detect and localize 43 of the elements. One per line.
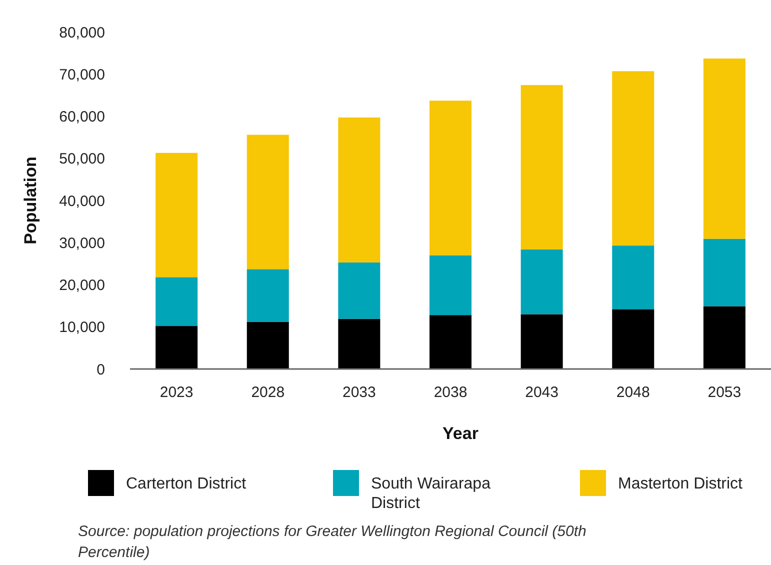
bar [338,262,380,319]
legend-label: Carterton District [126,476,247,493]
source-note: Source: population projections for Greater Wellington Regional Council (50th Percentile) [78,523,586,561]
bar [612,246,654,310]
y-tick-label: 80,000 [59,24,105,42]
bar [612,71,654,246]
bar [338,318,380,369]
bar [430,100,472,256]
bar [612,309,654,369]
y-tick-label: 40,000 [59,192,105,210]
bar [246,134,289,270]
bar [246,322,289,369]
y-tick-label: 60,000 [59,108,105,126]
bar [156,152,198,278]
bar [156,326,198,369]
x-tick-label: 2048 [616,384,650,401]
x-tick-label: 2033 [342,384,376,401]
bar [520,85,563,250]
y-tick-label: 10,000 [59,319,105,336]
legend-label: South Wairarapa District [371,476,491,512]
x-tick-label: 2038 [434,384,468,401]
bar [430,255,472,316]
bar [703,238,746,306]
bar [703,306,746,369]
y-tick-label: 20,000 [59,277,105,294]
x-tick-label: 2028 [251,384,285,401]
bar [520,249,563,314]
x-tick-label: 2043 [525,384,558,401]
y-tick-label: 0 [96,361,105,378]
y-tick-label: 30,000 [59,234,105,252]
bar [246,269,289,322]
bar [520,314,563,369]
y-axis-title: Population [21,156,40,244]
y-tick-label: 70,000 [59,66,105,84]
x-tick-label: 2053 [708,384,742,401]
legend-label: Masterton District [618,476,744,493]
x-tick-label: 2023 [160,384,194,401]
x-axis-title: Year [442,424,479,443]
bar [156,277,198,326]
bar [430,315,472,369]
bar [703,58,746,239]
bar [338,118,380,262]
y-tick-label: 50,000 [59,150,105,168]
